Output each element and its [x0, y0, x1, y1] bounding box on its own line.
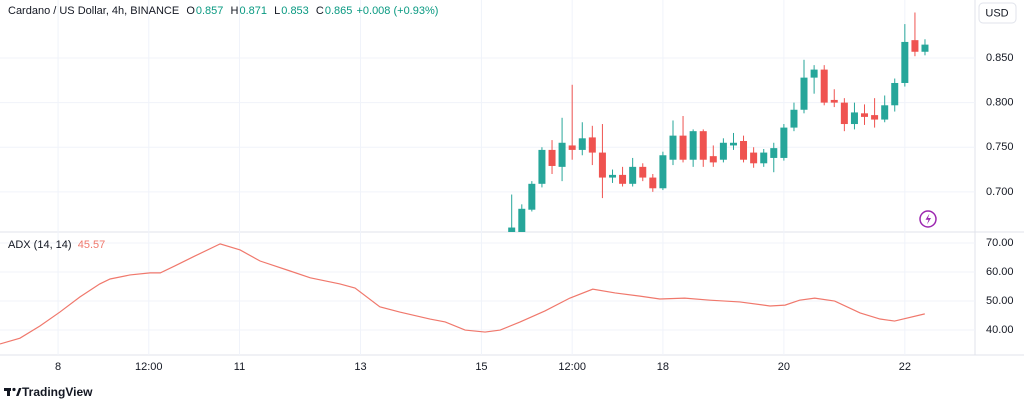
candle-body: [800, 77, 808, 110]
x-tick-label: 11: [234, 361, 245, 373]
candle-body: [639, 166, 647, 178]
candle-body: [679, 135, 687, 160]
candle-body: [709, 156, 717, 163]
candle-body: [659, 155, 667, 189]
change-value: +0.008 (+0.93%): [356, 5, 439, 17]
y-tick-label: 0.800: [986, 97, 1014, 109]
ohlc-value: 0.865: [324, 5, 353, 17]
candle-body: [871, 115, 879, 120]
symbol-title: Cardano / US Dollar, 4h, BINANCE: [8, 5, 180, 17]
candle-body: [669, 135, 677, 160]
ohlc-letter: H: [230, 5, 239, 17]
candle-body: [568, 145, 576, 150]
y-tick-label: 70.00: [986, 237, 1014, 249]
candle-body: [860, 113, 868, 117]
candle-body: [719, 142, 727, 160]
plot-area: [0, 0, 975, 232]
y-tick-label: 0.700: [986, 186, 1014, 198]
candle-body: [629, 166, 637, 184]
x-tick-label: 22: [899, 361, 911, 373]
candle-body: [891, 82, 899, 106]
candle-body: [770, 148, 778, 158]
candle-body: [558, 142, 566, 167]
ohlc-value: 0.853: [281, 5, 309, 17]
candle-body: [689, 131, 697, 160]
candle-body: [740, 140, 748, 160]
x-tick-label: 13: [354, 361, 366, 373]
candle-body: [578, 138, 586, 150]
symbol-legend: Cardano / US Dollar, 4h, BINANCE O0.857 …: [8, 5, 439, 17]
candle-body: [901, 41, 909, 83]
x-tick-label: 12:00: [135, 361, 163, 373]
indicator-legend: ADX (14, 14) 45.57: [8, 239, 105, 251]
candle-body: [760, 152, 768, 164]
x-tick-label: 20: [778, 361, 790, 373]
candle-body: [609, 174, 617, 178]
alert-bolt: [925, 213, 931, 225]
candle-body: [508, 227, 516, 232]
candle-body: [588, 137, 596, 153]
candle-body: [840, 102, 848, 125]
plot-area: [0, 232, 975, 355]
candle-body: [850, 112, 858, 125]
indicator-value: 45.57: [77, 239, 106, 251]
candle-body: [810, 69, 818, 78]
candle-body: [649, 177, 657, 189]
y-tick-label: 40.00: [986, 324, 1014, 336]
indicator-line: [0, 243, 925, 345]
x-tick-label: 12:00: [558, 361, 586, 373]
candle-body: [820, 69, 828, 103]
candle-body: [699, 131, 707, 160]
candle-body: [881, 105, 889, 120]
candle-body: [729, 142, 737, 146]
x-tick-label: 8: [55, 361, 61, 373]
x-tick-label: 15: [475, 361, 487, 373]
candle-body: [790, 109, 798, 128]
y-tick-label: 0.750: [986, 141, 1014, 153]
currency-box[interactable]: [978, 2, 1017, 24]
candle-body: [548, 149, 556, 166]
candle-body: [830, 99, 838, 103]
y-tick-label: 60.00: [986, 266, 1014, 278]
brand-logo: [4, 387, 22, 396]
ohlc-value: 0.871: [239, 5, 268, 17]
candle-body: [780, 127, 788, 158]
candle-body: [598, 152, 606, 178]
ohlc-value: 0.857: [195, 5, 224, 17]
y-tick-label: 50.00: [986, 295, 1014, 307]
ohlc-letter: O: [186, 5, 195, 17]
candle-body: [911, 40, 919, 52]
candle-body: [528, 183, 536, 210]
candle-body: [750, 152, 758, 164]
currency-label: USD: [985, 7, 1008, 19]
candle-body: [619, 174, 627, 184]
candle-body: [538, 149, 546, 184]
candle-body: [518, 208, 526, 232]
indicator-title: ADX (14, 14): [8, 239, 72, 251]
brand-name: TradingView: [22, 385, 93, 399]
candle-body: [921, 44, 929, 52]
y-tick-label: 0.850: [986, 52, 1014, 64]
ohlc-letter: C: [315, 5, 324, 17]
ohlc-letter: L: [274, 5, 281, 17]
x-tick-label: 18: [657, 361, 669, 373]
